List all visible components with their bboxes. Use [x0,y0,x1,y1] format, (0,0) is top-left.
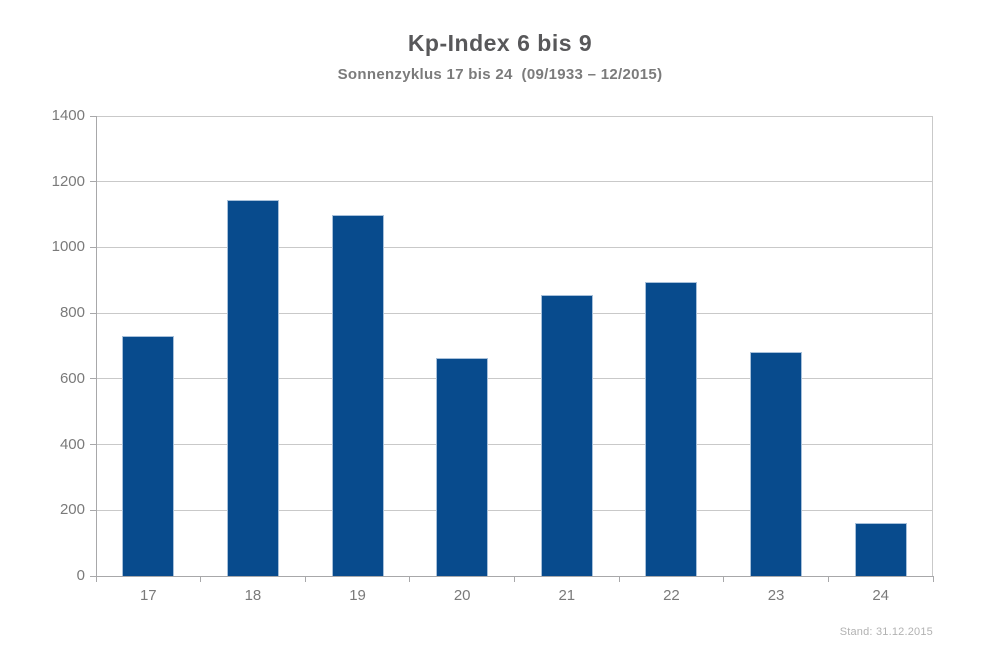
y-tick-0 [90,575,96,577]
y-axis-label-1200: 1200 [51,172,85,190]
x-tick-7 [827,576,829,582]
y-axis-label-800: 800 [59,304,85,322]
bar-cycle-24 [854,523,907,576]
y-axis-label-400: 400 [59,435,85,453]
bar-cycle-17 [122,336,175,576]
y-axis-labels: 0 200 400 600 800 1000 1200 1400 [0,107,85,584]
bar-cycle-23 [750,352,803,576]
chart-subtitle: Sonnenzyklus 17 bis 24 (09/1933 – 12/201… [337,66,663,83]
x-axis-label-24: 24 [872,587,890,604]
x-axis-label-18: 18 [244,587,262,604]
gridline-800 [96,312,933,314]
gridline-1400 [96,115,933,117]
plot-right-border [932,116,933,576]
y-axis-label-600: 600 [59,369,85,387]
y-tick-1000 [90,246,96,248]
y-tick-1200 [90,181,96,183]
y-tick-600 [90,378,96,380]
x-axis-label-23: 23 [767,587,785,604]
x-tick-2 [304,576,306,582]
x-axis-label-22: 22 [663,587,680,604]
y-axis-label-200: 200 [59,501,85,519]
x-tick-3 [409,576,411,582]
x-axis-label-19: 19 [349,587,366,604]
plot-area [90,115,934,582]
y-tick-1400 [90,115,96,117]
bar-cycle-22 [645,281,698,576]
x-axis-label-21: 21 [558,587,576,604]
x-axis-label-20: 20 [453,587,471,604]
x-tick-6 [723,576,725,582]
gridline-1200 [96,181,933,183]
x-tick-4 [514,576,515,582]
y-axis-label-1400: 1400 [51,107,85,124]
x-tick-0 [95,576,97,582]
y-tick-200 [90,509,96,511]
y-axis-label-1000: 1000 [51,238,85,256]
bar-cycle-19 [331,214,384,576]
y-tick-400 [90,444,96,446]
y-tick-800 [90,312,96,314]
chart-title: Kp-Index 6 bis 9 [407,30,593,56]
footnote-stand: Stand: 31.12.2015 [839,626,933,638]
gridline-400 [96,444,933,446]
x-tick-1 [200,576,202,582]
gridline-200 [96,509,933,511]
gridline-1000 [96,246,933,248]
gridline-600 [96,378,933,380]
x-tick-8 [932,576,934,582]
y-axis-line [96,116,97,576]
x-axis-labels: 17 18 19 20 21 22 23 24 [96,586,933,606]
x-axis-line [96,575,933,577]
bar-cycle-20 [436,358,489,576]
bar-cycle-21 [540,295,593,576]
y-axis-label-0: 0 [76,567,85,584]
x-tick-5 [618,576,620,582]
x-axis-label-17: 17 [139,587,157,604]
bar-cycle-18 [226,199,279,576]
